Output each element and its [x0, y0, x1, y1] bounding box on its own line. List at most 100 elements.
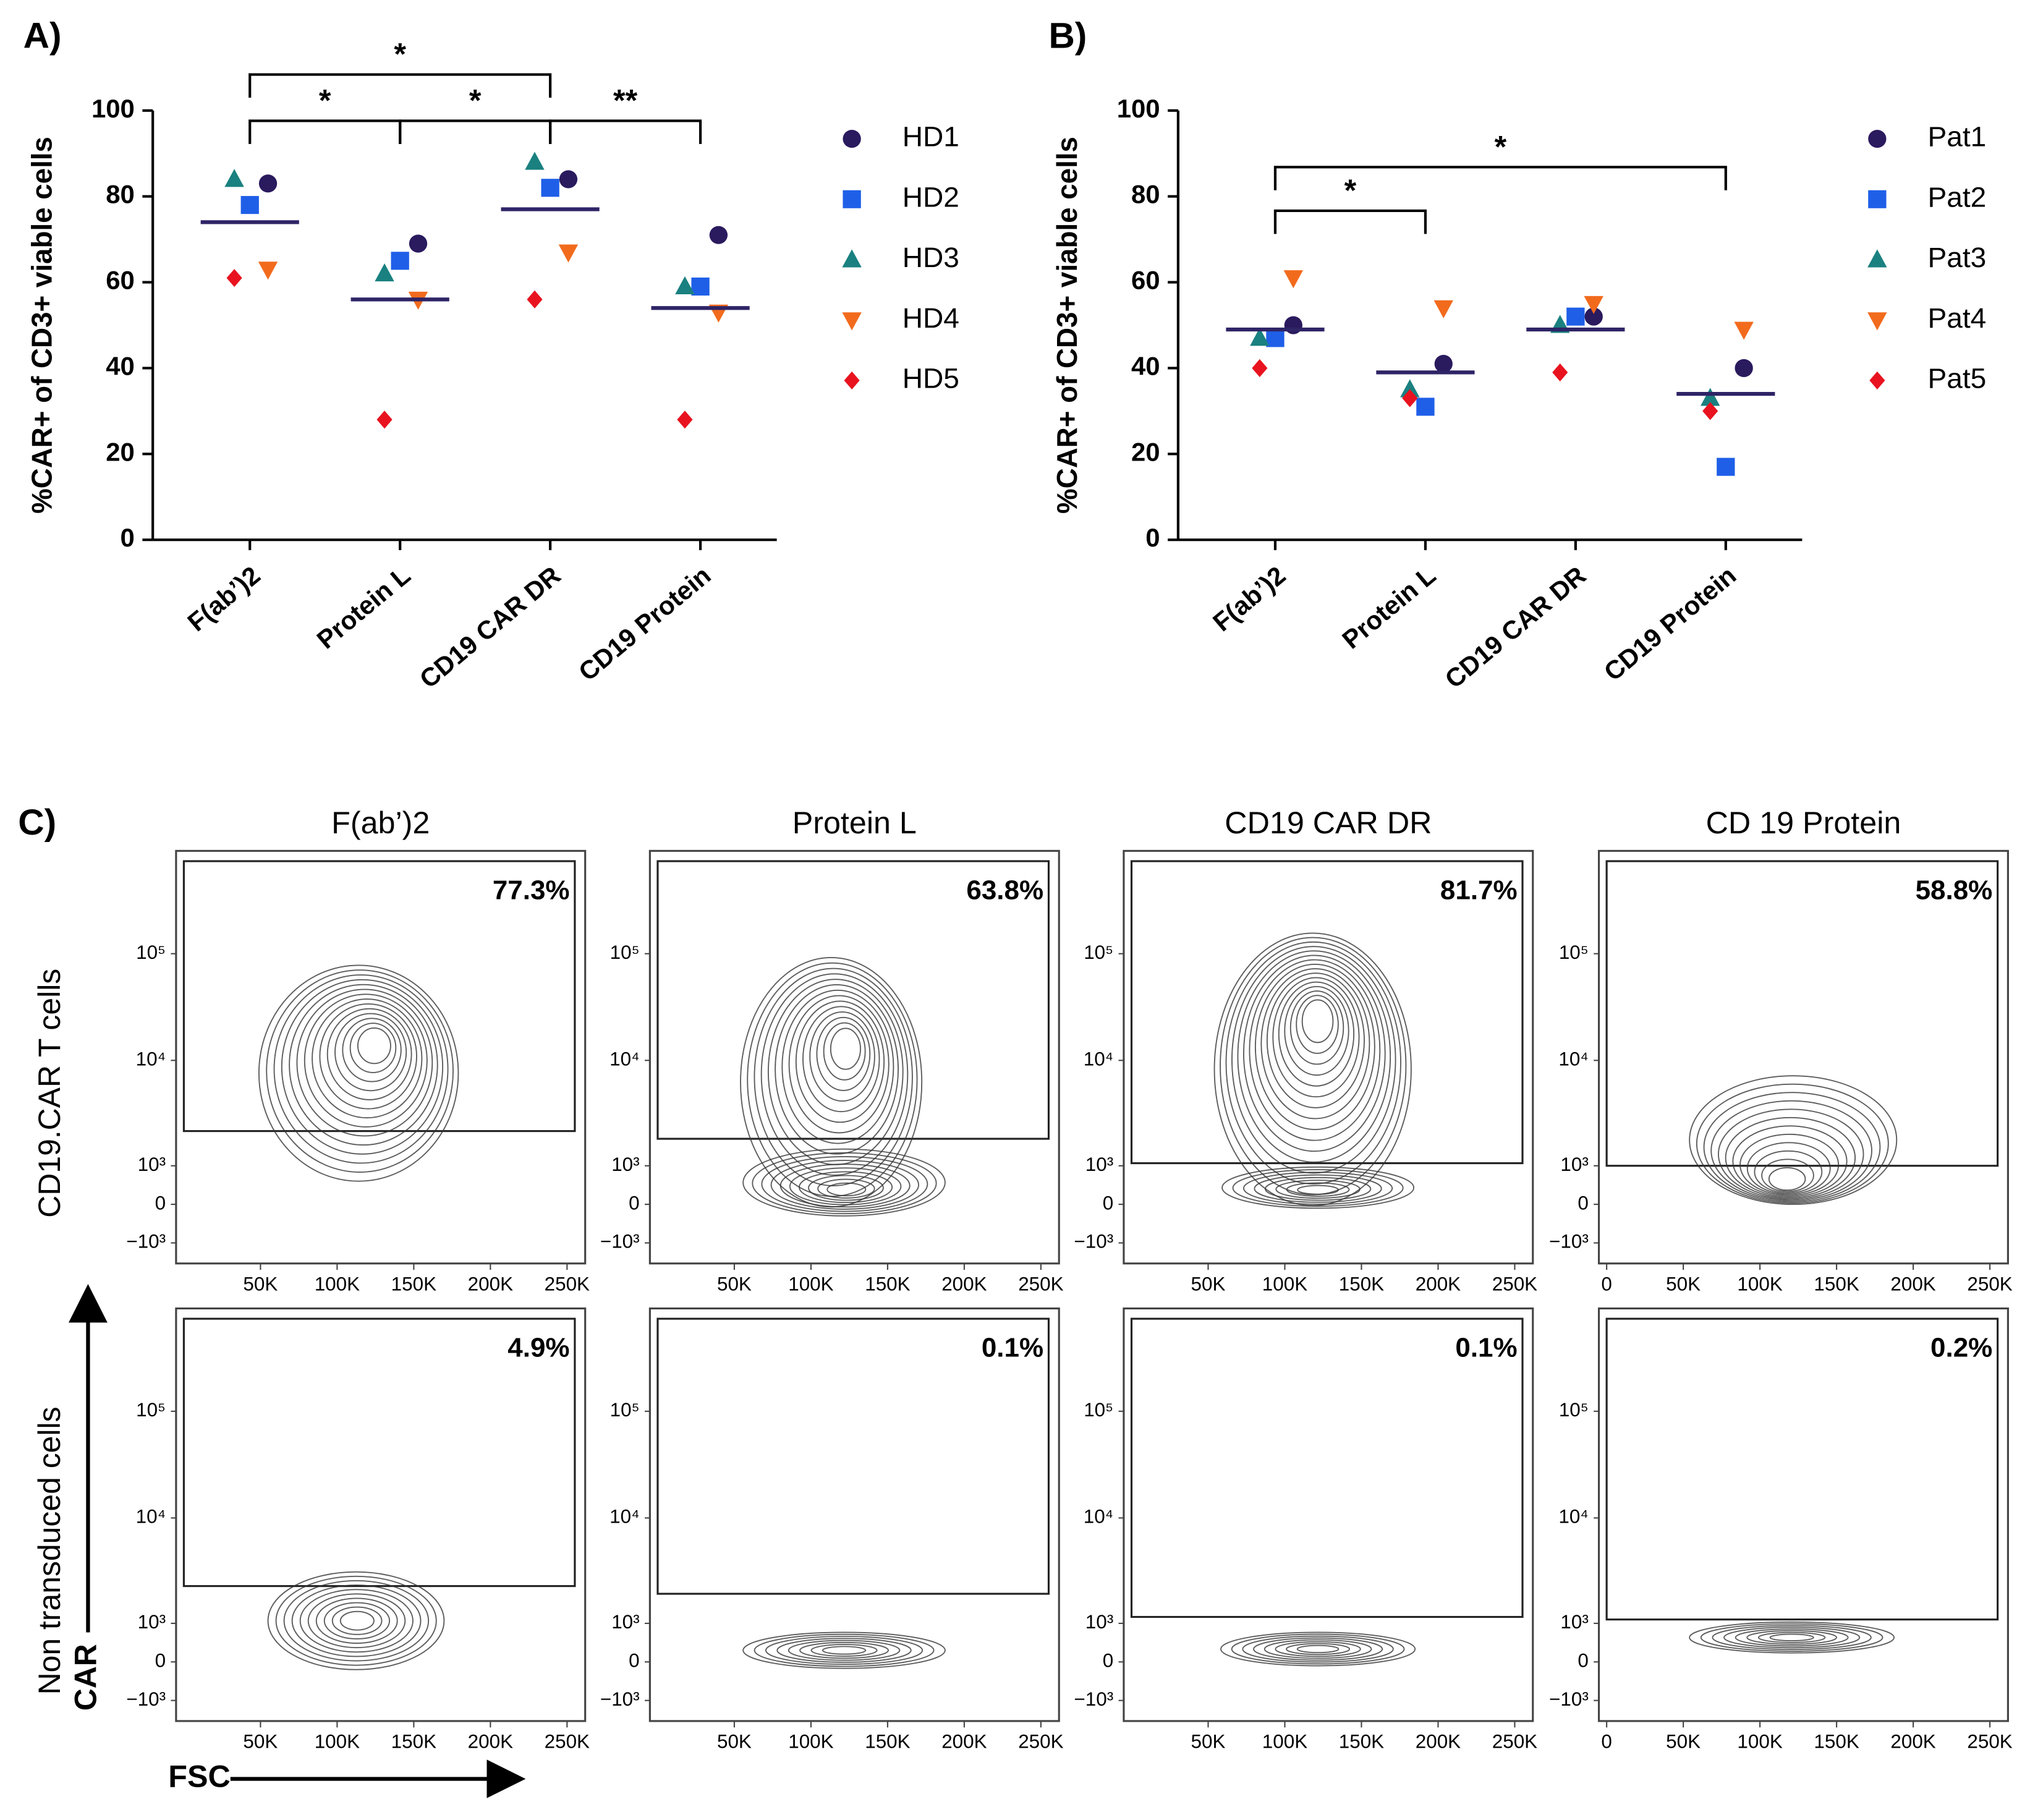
significance-label: * — [1344, 173, 1357, 208]
data-point — [258, 174, 278, 193]
contour — [1746, 1142, 1831, 1195]
contour — [817, 1178, 875, 1199]
contour — [291, 1584, 422, 1657]
gate — [1130, 1317, 1524, 1618]
contour — [808, 1175, 884, 1201]
y-tick-label: 10³ — [1085, 1611, 1113, 1633]
x-tick-label: 100K — [1262, 1273, 1307, 1295]
gate-percentage: 77.3% — [493, 875, 570, 906]
legend-label: HD5 — [902, 362, 959, 394]
y-tick-label: 10³ — [138, 1611, 166, 1633]
data-point — [1584, 307, 1603, 326]
gate — [182, 860, 576, 1133]
panel-label: C) — [18, 802, 56, 843]
contour — [1263, 1639, 1372, 1659]
data-point — [1584, 296, 1603, 314]
contour — [1732, 1125, 1848, 1197]
significance-bracket — [1273, 166, 1727, 190]
data-point — [1566, 307, 1585, 326]
data-point — [843, 129, 861, 148]
contour — [1284, 985, 1349, 1076]
y-tick-label: 0 — [155, 1192, 166, 1214]
data-point — [1416, 398, 1435, 416]
y-tick-label: −10³ — [600, 1231, 640, 1252]
data-point — [1868, 190, 1887, 208]
plot-frame — [1123, 1307, 1534, 1722]
y-tick-label: −10³ — [126, 1231, 166, 1252]
y-tick-label: 10⁵ — [136, 942, 166, 963]
x-tick-label: 200K — [468, 1273, 513, 1295]
contour — [781, 989, 894, 1144]
x-tick-label: 200K — [941, 1731, 987, 1753]
x-tick-label: 250K — [1018, 1273, 1063, 1295]
y-tick-label: 0 — [1103, 1192, 1113, 1214]
contour — [1275, 1641, 1361, 1657]
data-point — [1283, 270, 1304, 289]
x-tick-label: Protein L — [1336, 561, 1441, 655]
y-tick-label: 10³ — [611, 1154, 639, 1175]
data-point — [691, 277, 710, 296]
contour — [1757, 1631, 1826, 1643]
x-tick-label: 150K — [865, 1731, 910, 1753]
column-title: CD 19 Protein — [1706, 806, 1901, 840]
data-point — [1867, 249, 1887, 268]
gate-percentage: 0.2% — [1930, 1333, 1992, 1363]
contour — [775, 984, 899, 1155]
x-tick-label: 50K — [243, 1273, 278, 1295]
contour — [1739, 1133, 1840, 1196]
x-tick-label: CD19 Protein — [1599, 561, 1742, 687]
y-tick-label: 10⁵ — [610, 942, 640, 963]
data-point — [541, 179, 559, 197]
y-tick-label: 10⁵ — [610, 1399, 640, 1421]
contour — [334, 1013, 407, 1092]
x-tick-label: 150K — [391, 1273, 436, 1295]
y-tick-label: 0 — [629, 1192, 639, 1214]
contour — [809, 1011, 875, 1102]
x-tick-label: 50K — [1666, 1731, 1701, 1753]
data-point — [844, 371, 860, 389]
gate — [182, 1317, 576, 1588]
significance-bracket — [549, 119, 702, 144]
contour — [1260, 968, 1370, 1120]
data-point — [1434, 354, 1453, 373]
contour — [331, 1606, 383, 1635]
contour — [1242, 955, 1386, 1152]
row-label: CD19.CAR T cells — [32, 969, 67, 1218]
contour — [742, 1148, 946, 1217]
x-tick-label: 50K — [1191, 1731, 1226, 1753]
contour — [1221, 1166, 1415, 1209]
contour — [788, 1639, 901, 1661]
x-tick-label: 250K — [545, 1731, 590, 1753]
y-tick-label: −10³ — [1074, 1231, 1113, 1252]
significance-label: * — [1495, 130, 1507, 164]
x-tick-label: 100K — [788, 1731, 833, 1753]
data-point — [391, 252, 409, 270]
y-axis-title: %CAR+ of CD3+ viable cells — [1051, 137, 1083, 514]
data-point — [1700, 388, 1720, 406]
y-tick-label: 10⁴ — [609, 1048, 639, 1070]
contour — [1289, 990, 1344, 1065]
plot-frame — [1123, 849, 1534, 1265]
contour — [266, 969, 454, 1173]
contour — [326, 1008, 412, 1100]
y-tick-label: 10⁵ — [1084, 1399, 1113, 1421]
contour — [1231, 1633, 1405, 1665]
contour — [1242, 1635, 1394, 1663]
x-tick-label: 50K — [717, 1731, 752, 1753]
contour — [304, 993, 428, 1128]
column-title: CD19 CAR DR — [1225, 806, 1432, 840]
y-tick-label: 10³ — [1560, 1154, 1588, 1175]
x-tick-label: 100K — [1737, 1273, 1782, 1295]
legend-label: Pat1 — [1928, 121, 1987, 153]
contour — [1696, 1083, 1889, 1204]
contour — [339, 1610, 375, 1631]
x-tick-label: 100K — [1262, 1731, 1307, 1753]
x-tick-label: Protein L — [311, 561, 415, 655]
y-tick-label: 10³ — [611, 1611, 639, 1633]
contour — [1232, 1169, 1404, 1207]
plot-frame — [1597, 849, 2009, 1265]
contour — [1231, 946, 1396, 1174]
y-tick-label: 0 — [121, 523, 135, 552]
data-point — [375, 263, 394, 282]
y-tick-label: 10⁴ — [1084, 1048, 1113, 1070]
